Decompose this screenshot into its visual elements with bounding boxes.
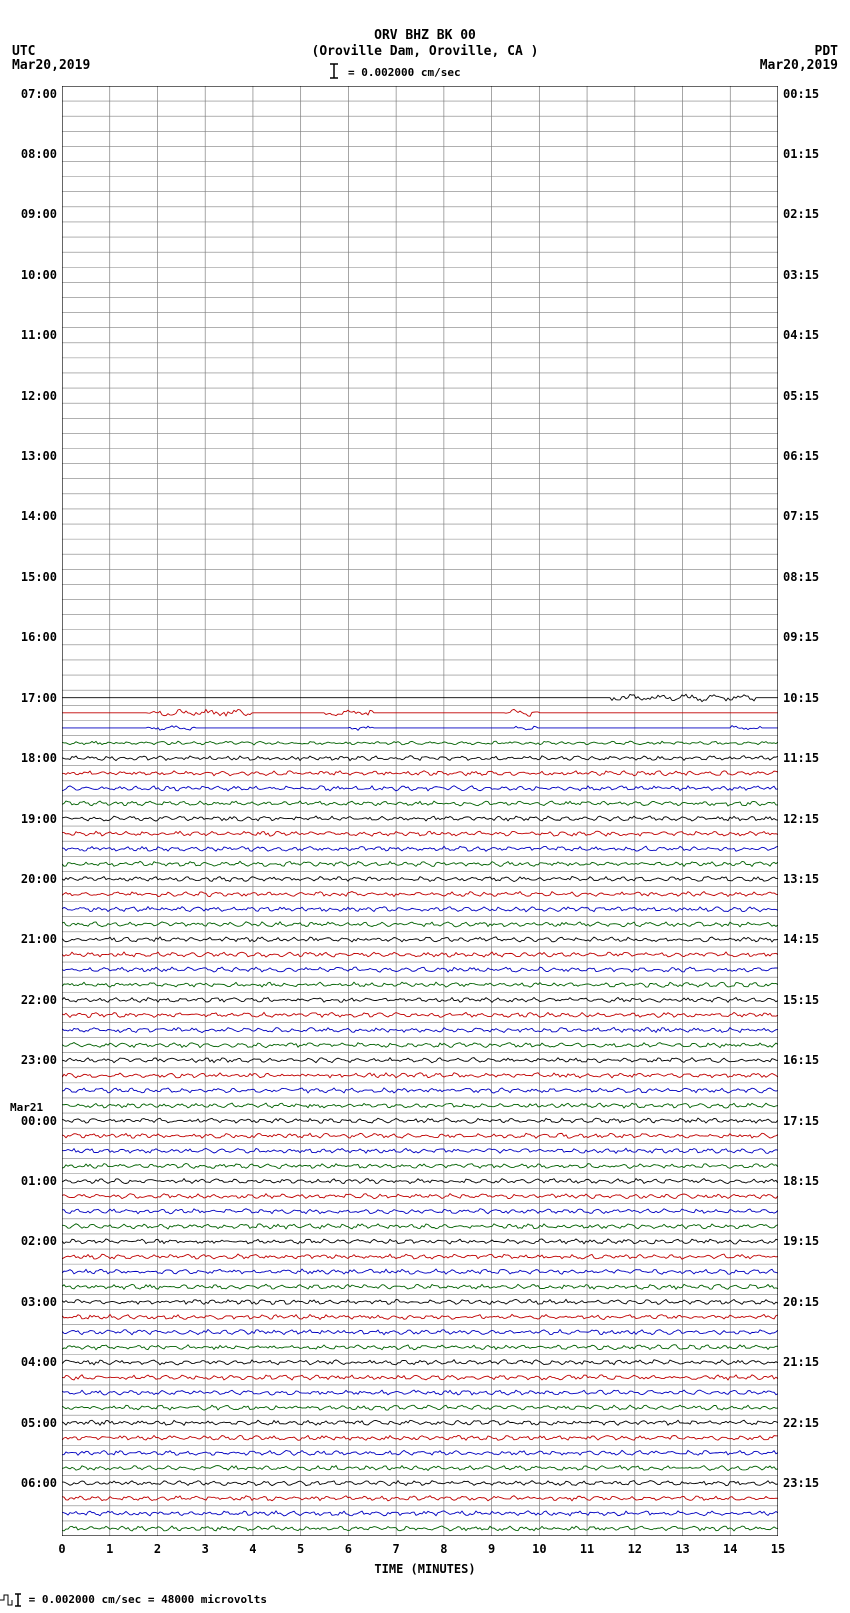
left-time-label: 01:00	[7, 1174, 57, 1188]
left-time-label: 15:00	[7, 570, 57, 584]
x-tick-label: 1	[106, 1542, 113, 1556]
tz-right-label: PDT	[815, 44, 838, 59]
right-time-label: 10:15	[783, 691, 833, 705]
left-time-label: 06:00	[7, 1476, 57, 1490]
left-time-label: 17:00	[7, 691, 57, 705]
x-tick-label: 0	[58, 1542, 65, 1556]
left-time-label: 03:00	[7, 1295, 57, 1309]
station-subtitle: (Oroville Dam, Oroville, CA )	[0, 44, 850, 59]
right-time-label: 07:15	[783, 509, 833, 523]
left-time-label: 13:00	[7, 449, 57, 463]
x-tick-label: 3	[202, 1542, 209, 1556]
left-time-label: 21:00	[7, 932, 57, 946]
left-time-label: 09:00	[7, 207, 57, 221]
left-time-label: 08:00	[7, 147, 57, 161]
right-time-label: 19:15	[783, 1234, 833, 1248]
x-tick-label: 15	[771, 1542, 785, 1556]
x-axis-title: TIME (MINUTES)	[0, 1562, 850, 1576]
x-tick-label: 12	[628, 1542, 642, 1556]
scale-text: = 0.002000 cm/sec	[348, 66, 461, 79]
right-time-label: 14:15	[783, 932, 833, 946]
right-time-label: 04:15	[783, 328, 833, 342]
right-time-label: 21:15	[783, 1355, 833, 1369]
right-time-label: 20:15	[783, 1295, 833, 1309]
date-marker: Mar21	[10, 1101, 43, 1114]
left-time-label: 19:00	[7, 812, 57, 826]
right-time-label: 18:15	[783, 1174, 833, 1188]
right-time-label: 17:15	[783, 1114, 833, 1128]
right-time-label: 02:15	[783, 207, 833, 221]
x-tick-label: 2	[154, 1542, 161, 1556]
left-time-label: 20:00	[7, 872, 57, 886]
right-time-label: 09:15	[783, 630, 833, 644]
x-tick-label: 7	[393, 1542, 400, 1556]
date-right-label: Mar20,2019	[760, 58, 838, 73]
x-tick-label: 4	[249, 1542, 256, 1556]
footer-scale: = 0.002000 cm/sec = 48000 microvolts	[0, 1593, 267, 1607]
left-time-label: 00:00	[7, 1114, 57, 1128]
right-time-label: 03:15	[783, 268, 833, 282]
scale-bar	[328, 62, 346, 84]
x-tick-label: 14	[723, 1542, 737, 1556]
left-time-label: 07:00	[7, 87, 57, 101]
x-tick-label: 5	[297, 1542, 304, 1556]
right-time-label: 06:15	[783, 449, 833, 463]
right-time-label: 00:15	[783, 87, 833, 101]
station-title: ORV BHZ BK 00	[0, 28, 850, 43]
x-tick-label: 6	[345, 1542, 352, 1556]
seismogram-plot	[62, 86, 778, 1536]
seismogram-container: ORV BHZ BK 00 (Oroville Dam, Oroville, C…	[0, 0, 850, 1613]
left-time-label: 05:00	[7, 1416, 57, 1430]
right-time-label: 05:15	[783, 389, 833, 403]
x-tick-label: 9	[488, 1542, 495, 1556]
x-tick-label: 10	[532, 1542, 546, 1556]
date-left-label: Mar20,2019	[12, 58, 90, 73]
left-time-label: 10:00	[7, 268, 57, 282]
tz-left-label: UTC	[12, 44, 35, 59]
left-time-label: 16:00	[7, 630, 57, 644]
right-time-label: 23:15	[783, 1476, 833, 1490]
right-time-label: 11:15	[783, 751, 833, 765]
left-time-label: 11:00	[7, 328, 57, 342]
left-time-label: 22:00	[7, 993, 57, 1007]
left-time-label: 18:00	[7, 751, 57, 765]
left-time-label: 12:00	[7, 389, 57, 403]
left-time-label: 23:00	[7, 1053, 57, 1067]
left-time-label: 14:00	[7, 509, 57, 523]
right-time-label: 01:15	[783, 147, 833, 161]
right-time-label: 13:15	[783, 872, 833, 886]
right-time-label: 16:15	[783, 1053, 833, 1067]
x-tick-label: 8	[440, 1542, 447, 1556]
right-time-label: 08:15	[783, 570, 833, 584]
x-tick-label: 11	[580, 1542, 594, 1556]
right-time-label: 12:15	[783, 812, 833, 826]
left-time-label: 04:00	[7, 1355, 57, 1369]
right-time-label: 22:15	[783, 1416, 833, 1430]
right-time-label: 15:15	[783, 993, 833, 1007]
x-tick-label: 13	[675, 1542, 689, 1556]
left-time-label: 02:00	[7, 1234, 57, 1248]
